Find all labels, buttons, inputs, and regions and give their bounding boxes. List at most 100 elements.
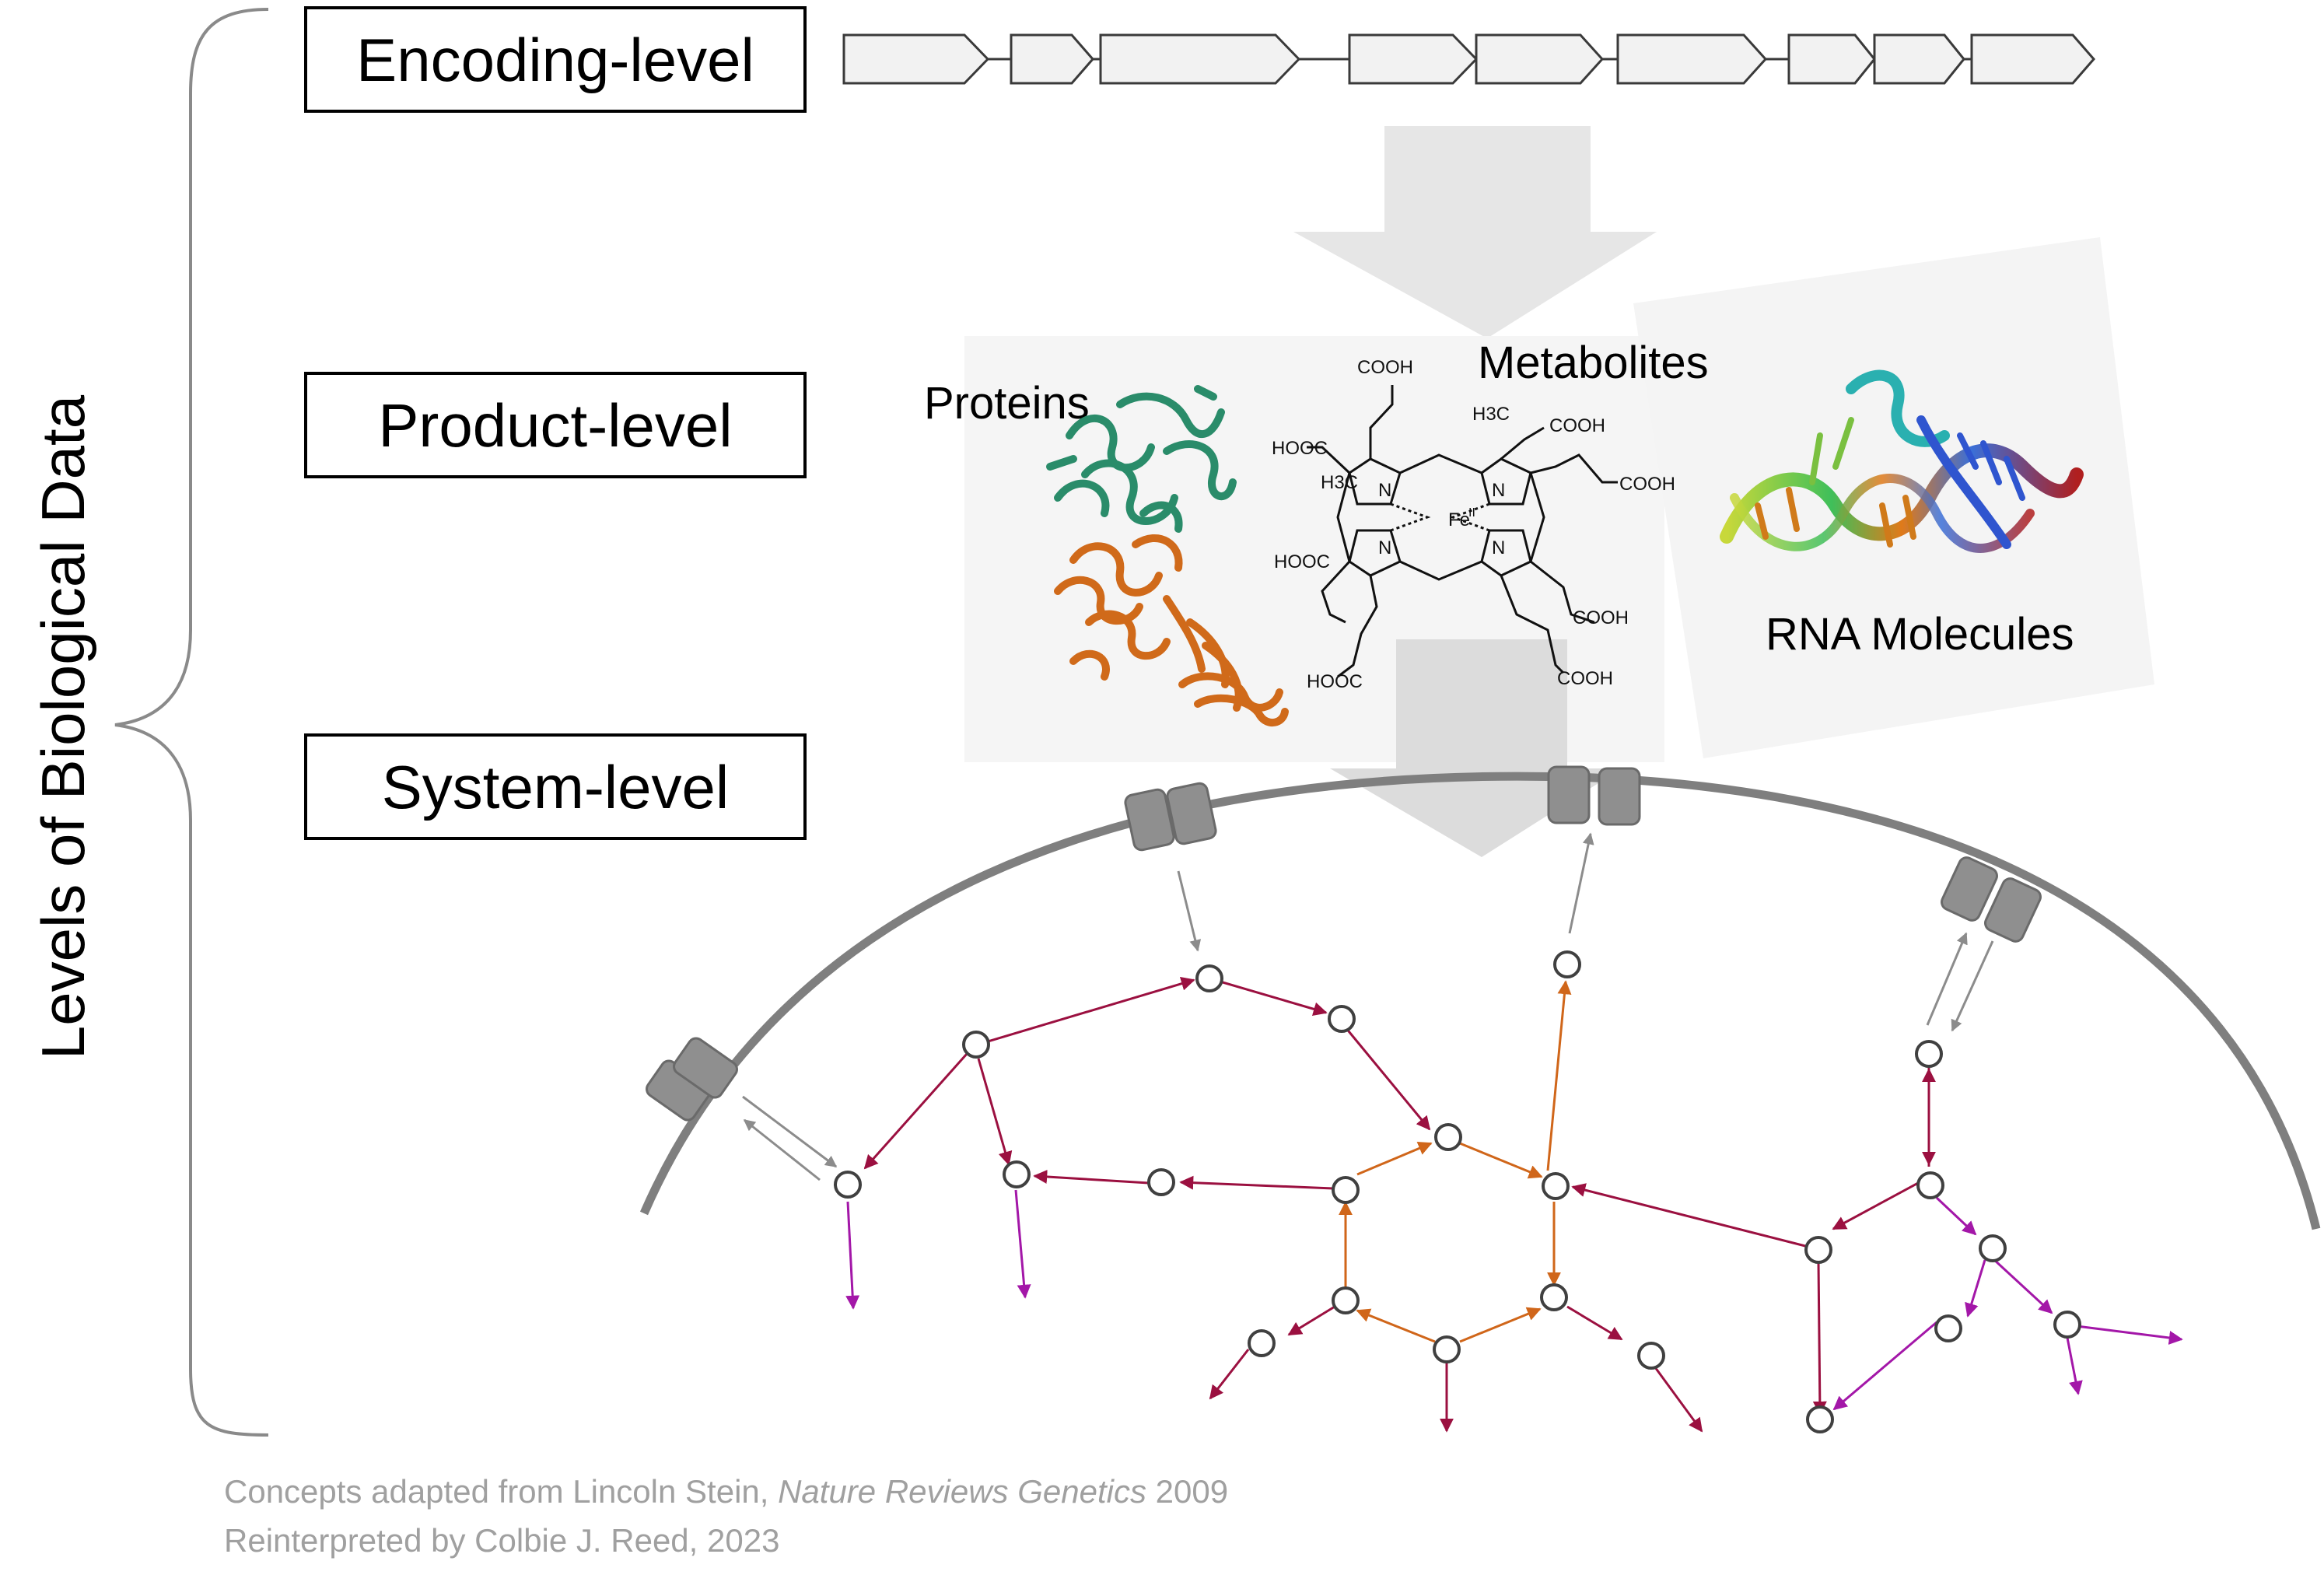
pathway-edge (1566, 1305, 1623, 1341)
heme-n-3: N (1378, 537, 1391, 558)
pathway-edge (1812, 1261, 1827, 1416)
metabolite-node (1195, 964, 1223, 992)
credit-line-1: Concepts adapted from Lincoln Stein, Nat… (224, 1473, 1228, 1510)
credit-year: 2009 (1146, 1473, 1228, 1510)
heme-fe: Fe (1448, 509, 1470, 530)
pathway-edge (1014, 1189, 1031, 1299)
membrane-transporter (1124, 782, 1217, 852)
heme-cooh-top: COOH (1357, 357, 1413, 378)
metabolite-node (834, 1171, 862, 1199)
metabolite-node (1637, 1342, 1665, 1370)
transport-arrow (1951, 940, 1994, 1032)
encoding-level-label: Encoding-level (356, 26, 754, 94)
gene-arrow (1787, 33, 1876, 85)
rna-structure-image (1720, 369, 2084, 553)
heme-n-2: N (1492, 480, 1505, 501)
pathway-nodes (834, 950, 2081, 1433)
heme-n-1: N (1378, 480, 1391, 501)
rna-molecules-label: RNA Molecules (1766, 609, 2074, 660)
credit-prefix: Concepts adapted from Lincoln Stein, (224, 1473, 778, 1510)
levels-side-label: Levels of Biological Data (29, 394, 97, 1059)
metabolite-node (1979, 1234, 2007, 1262)
metabolite-node (1332, 1286, 1360, 1314)
pathway-edge (977, 1058, 1013, 1166)
metabolite-node (2053, 1311, 2081, 1339)
gene-arrow (1475, 33, 1605, 85)
transport-arrow (1568, 832, 1594, 934)
transport-arrows (742, 832, 1994, 1181)
pathway-edge (1654, 1367, 1703, 1433)
pathway-edge (845, 1201, 860, 1310)
metabolite-node (1915, 1040, 1943, 1068)
pathway-edge (1179, 1175, 1334, 1190)
heme-hooc-mid-left: HOOC (1274, 551, 1330, 572)
gene-track (842, 33, 2095, 85)
pathway-edge (1459, 1142, 1543, 1179)
heme-cooh-bottom-right: COOH (1557, 668, 1613, 689)
pathway-edge (1571, 1183, 1809, 1248)
pathway-edge (1832, 1181, 1920, 1230)
gene-arrow (1348, 33, 1479, 85)
encoding-level-box: Encoding-level (304, 6, 807, 113)
gene-arrow (1099, 33, 1301, 85)
pathway-edges-crimson (863, 977, 1936, 1433)
metabolite-node (1434, 1123, 1462, 1151)
membrane-transporter (1941, 856, 2042, 943)
gene-arrow (1616, 33, 1768, 85)
gene-arrow (842, 33, 990, 85)
system-level-label: System-level (382, 753, 729, 821)
heme-methyl-right: H3C (1472, 404, 1510, 425)
product-level-label: Product-level (378, 391, 732, 460)
big-arrow-encoding-to-product (1293, 126, 1657, 338)
metabolite-node (1542, 1172, 1570, 1200)
pathway-edge (1991, 1257, 2053, 1314)
heme-hooc-left: HOOC (1272, 438, 1328, 459)
pathway-edge (1287, 1305, 1335, 1336)
product-level-box: Product-level (304, 372, 807, 478)
heme-structure (1307, 385, 1618, 678)
rna-panel (1633, 237, 2154, 758)
heme-cooh-lower-right: COOH (1573, 607, 1629, 628)
pathway-edge (1209, 1349, 1250, 1400)
heme-fe-charge: II (1468, 506, 1475, 520)
metabolite-node (1806, 1405, 1834, 1433)
metabolite-node (1804, 1236, 1832, 1264)
pathway-edge (2076, 1325, 2183, 1345)
heme-hooc-bottom-left: HOOC (1307, 671, 1363, 692)
gene-arrow (1873, 33, 1965, 85)
metabolite-node (1328, 1005, 1356, 1033)
pathway-edge (2066, 1337, 2083, 1395)
pathway-edge (971, 977, 1195, 1048)
membrane-transporter (1547, 765, 1641, 826)
transport-arrow (1926, 932, 1968, 1026)
heme-methyl-left: H3C (1321, 472, 1358, 493)
pathway-edge (1546, 980, 1572, 1171)
credit-line-2: Reinterpreted by Colbie J. Reed, 2023 (224, 1522, 779, 1559)
metabolite-node (1147, 1168, 1175, 1196)
metabolite-node (962, 1031, 990, 1059)
levels-brace (114, 8, 269, 1437)
metabolites-label: Metabolites (1478, 338, 1709, 388)
pathway-edge (1356, 1141, 1433, 1176)
heme-n-4: N (1492, 537, 1505, 558)
metabolite-node (1332, 1176, 1360, 1204)
pathway-edge (1935, 1196, 1977, 1236)
pathway-edge (1356, 1308, 1436, 1343)
pathway-edges-orange (1339, 980, 1572, 1343)
transport-arrow (742, 1095, 838, 1168)
pathway-edge (1209, 977, 1328, 1017)
pathway-edge (1965, 1259, 1986, 1318)
metabolite-node (1934, 1314, 1962, 1342)
gene-arrow (1010, 33, 1094, 85)
metabolite-node (1553, 950, 1581, 978)
pathway-edge (1340, 1022, 1431, 1131)
heme-cooh-upper-right: COOH (1549, 415, 1605, 436)
transport-arrow (743, 1118, 821, 1181)
metabolite-node (1248, 1329, 1276, 1357)
metabolite-node (1540, 1283, 1568, 1311)
membrane-transporter (646, 1037, 738, 1122)
pathway-edge (1832, 1321, 1937, 1411)
pathway-edges-magenta (845, 1189, 2183, 1411)
heme-cooh-right: COOH (1619, 474, 1675, 495)
